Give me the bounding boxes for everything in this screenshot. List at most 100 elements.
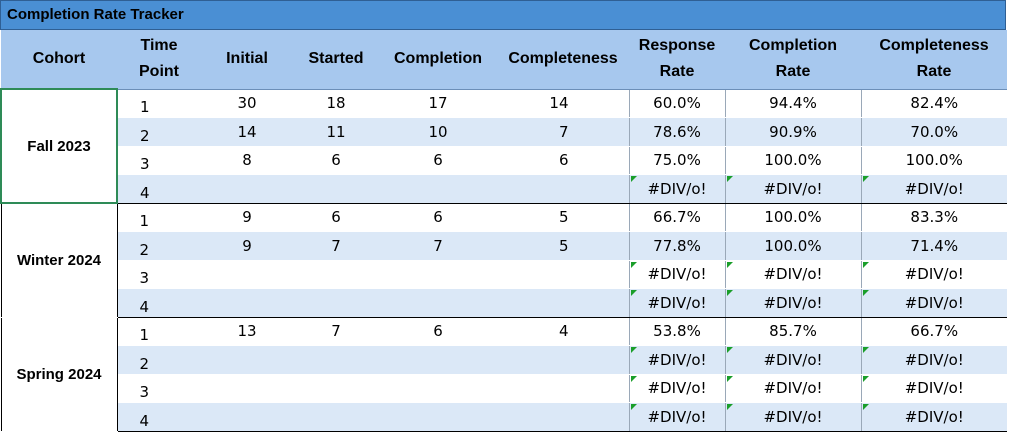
completion-cell[interactable] (379, 402, 497, 432)
completion-rate-cell[interactable]: #DIV/o! (724, 374, 861, 403)
error-indicator-icon[interactable] (862, 404, 869, 410)
completion-rate-cell[interactable]: #DIV/o! (724, 174, 861, 204)
error-indicator-icon[interactable] (726, 347, 733, 353)
initial-cell[interactable]: 30 (201, 89, 293, 118)
error-indicator-icon[interactable] (630, 404, 637, 410)
error-indicator-icon[interactable] (630, 261, 637, 268)
response-rate-cell[interactable]: 66.7% (628, 203, 725, 232)
completion-rate-cell[interactable]: 90.9% (724, 117, 861, 147)
completeness-rate-cell[interactable]: 83.3% (860, 203, 1007, 232)
response-rate-cell[interactable]: #DIV/o! (628, 345, 725, 375)
completeness-cell[interactable]: 6 (497, 146, 629, 175)
response-rate-cell[interactable]: #DIV/o! (628, 288, 725, 318)
completeness-cell[interactable] (497, 174, 629, 204)
time-point-cell[interactable]: 4 (117, 288, 201, 318)
header-cohort[interactable]: Cohort (1, 30, 117, 90)
completion-rate-cell[interactable]: #DIV/o! (724, 260, 861, 289)
response-rate-cell[interactable]: #DIV/o! (628, 374, 725, 403)
time-point-cell[interactable]: 2 (117, 117, 201, 147)
initial-cell[interactable]: 13 (201, 317, 293, 346)
initial-cell[interactable]: 9 (201, 231, 293, 261)
completion-cell[interactable]: 17 (379, 89, 497, 118)
completeness-cell[interactable]: 14 (497, 89, 629, 118)
error-indicator-icon[interactable] (630, 176, 637, 182)
completeness-rate-cell[interactable]: #DIV/o! (860, 402, 1007, 432)
started-cell[interactable] (293, 345, 379, 375)
header-response-rate[interactable]: Response Rate (629, 30, 725, 90)
response-rate-cell[interactable]: 77.8% (628, 231, 725, 261)
completion-rate-cell[interactable]: 100.0% (724, 231, 861, 261)
response-rate-cell[interactable]: 53.8% (628, 317, 725, 346)
completeness-rate-cell[interactable]: 66.7% (860, 317, 1007, 346)
error-indicator-icon[interactable] (630, 347, 637, 353)
initial-cell[interactable] (201, 260, 293, 289)
response-rate-cell[interactable]: #DIV/o! (628, 402, 725, 432)
initial-cell[interactable] (201, 174, 293, 204)
completion-cell[interactable]: 6 (379, 317, 497, 346)
completion-cell[interactable]: 10 (379, 117, 497, 147)
started-cell[interactable]: 6 (293, 146, 379, 175)
error-indicator-icon[interactable] (726, 290, 733, 296)
cohort-cell[interactable]: Spring 2024 (0, 317, 118, 432)
initial-cell[interactable]: 14 (201, 117, 293, 147)
header-completion-rate[interactable]: Completion Rate (725, 30, 861, 90)
completeness-cell[interactable]: 7 (497, 117, 629, 147)
time-point-cell[interactable]: 2 (117, 231, 201, 261)
error-indicator-icon[interactable] (726, 176, 733, 182)
completeness-rate-cell[interactable]: 82.4% (860, 89, 1007, 118)
started-cell[interactable] (293, 402, 379, 432)
completeness-rate-cell[interactable]: #DIV/o! (860, 288, 1007, 318)
completeness-cell[interactable]: 5 (497, 231, 629, 261)
header-completeness[interactable]: Completeness (497, 30, 629, 90)
completeness-rate-cell[interactable]: 100.0% (860, 146, 1007, 175)
completion-cell[interactable]: 7 (379, 231, 497, 261)
started-cell[interactable] (293, 260, 379, 289)
error-indicator-icon[interactable] (862, 261, 869, 268)
initial-cell[interactable] (201, 288, 293, 318)
completion-rate-cell[interactable]: 100.0% (724, 203, 861, 232)
completeness-rate-cell[interactable]: #DIV/o! (860, 260, 1007, 289)
started-cell[interactable]: 6 (293, 203, 379, 232)
completeness-rate-cell[interactable]: 71.4% (860, 231, 1007, 261)
time-point-cell[interactable]: 2 (117, 345, 201, 375)
error-indicator-icon[interactable] (630, 375, 637, 382)
completeness-cell[interactable] (497, 260, 629, 289)
error-indicator-icon[interactable] (726, 261, 733, 268)
started-cell[interactable] (293, 374, 379, 403)
header-completion[interactable]: Completion (379, 30, 497, 90)
initial-cell[interactable] (201, 345, 293, 375)
initial-cell[interactable]: 8 (201, 146, 293, 175)
completeness-rate-cell[interactable]: #DIV/o! (860, 374, 1007, 403)
completion-rate-cell[interactable]: 100.0% (724, 146, 861, 175)
completion-rate-cell[interactable]: 85.7% (724, 317, 861, 346)
completion-rate-cell[interactable]: 94.4% (724, 89, 861, 118)
time-point-cell[interactable]: 1 (117, 203, 201, 232)
cohort-cell[interactable]: Fall 2023 (0, 88, 118, 204)
error-indicator-icon[interactable] (862, 290, 869, 296)
started-cell[interactable]: 7 (293, 231, 379, 261)
response-rate-cell[interactable]: 78.6% (628, 117, 725, 147)
completion-cell[interactable] (379, 260, 497, 289)
cohort-cell[interactable]: Winter 2024 (0, 203, 118, 318)
header-time-point[interactable]: Time Point (117, 30, 201, 90)
error-indicator-icon[interactable] (862, 347, 869, 353)
error-indicator-icon[interactable] (630, 290, 637, 296)
response-rate-cell[interactable]: #DIV/o! (628, 260, 725, 289)
completeness-rate-cell[interactable]: #DIV/o! (860, 174, 1007, 204)
completion-rate-cell[interactable]: #DIV/o! (724, 288, 861, 318)
header-initial[interactable]: Initial (201, 30, 293, 90)
completion-cell[interactable] (379, 174, 497, 204)
completion-cell[interactable]: 6 (379, 146, 497, 175)
started-cell[interactable]: 18 (293, 89, 379, 118)
completeness-rate-cell[interactable]: #DIV/o! (860, 345, 1007, 375)
time-point-cell[interactable]: 1 (117, 317, 201, 346)
completeness-cell[interactable] (497, 374, 629, 403)
completion-cell[interactable] (379, 345, 497, 375)
started-cell[interactable] (293, 174, 379, 204)
time-point-cell[interactable]: 4 (117, 402, 201, 432)
started-cell[interactable] (293, 288, 379, 318)
completeness-rate-cell[interactable]: 70.0% (860, 117, 1007, 147)
response-rate-cell[interactable]: 60.0% (628, 89, 725, 118)
completion-rate-cell[interactable]: #DIV/o! (724, 402, 861, 432)
completeness-cell[interactable]: 5 (497, 203, 629, 232)
